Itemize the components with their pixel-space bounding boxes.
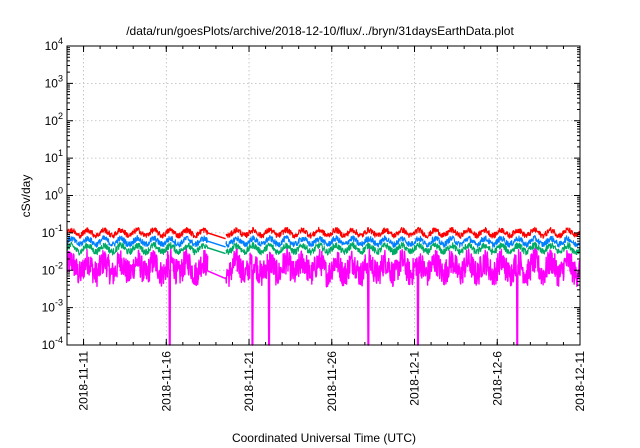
grid (67, 46, 580, 345)
series-line (66, 241, 209, 256)
series-line (66, 235, 209, 248)
y-tick-label: 103 (45, 73, 63, 90)
series-line (225, 241, 581, 256)
x-tick-label: 2018-12-1 (408, 351, 422, 406)
x-axis: 2018-11-11 2018-11-16 2018-11-21 2018-11-26… (66, 46, 587, 412)
series-line (66, 248, 209, 346)
series-line (66, 226, 209, 239)
x-axis-label: Coordinated Universal Time (UTC) (232, 431, 416, 445)
x-tick-label: 2018-12-6 (490, 351, 504, 406)
y-tick-label: 10-3 (42, 298, 63, 315)
y-tick-label: 104 (45, 36, 63, 53)
series-gap-bridge (207, 270, 226, 280)
x-tick-label: 2018-11-16 (159, 351, 173, 412)
series-gap-bridge (207, 247, 226, 255)
y-tick-label: 102 (45, 111, 63, 128)
y-tick-label: 10-1 (42, 223, 63, 240)
y-tick-label: 101 (45, 148, 63, 165)
series-line (225, 226, 581, 239)
y-axis-label: cSv/day (19, 175, 33, 218)
series-line (225, 247, 581, 346)
series-gap-bridge (207, 232, 226, 240)
series-line (225, 235, 581, 248)
y-tick-label: 10-4 (42, 335, 63, 352)
x-tick-label: 2018-11-21 (242, 351, 256, 412)
x-tick-label: 2018-11-26 (325, 351, 339, 412)
chart-title: /data/run/goesPlots/archive/2018-12-10/f… (126, 24, 514, 38)
y-tick-label: 10-2 (42, 260, 63, 277)
x-tick-label: 2018-12-11 (573, 351, 587, 412)
series-gap-bridge (207, 240, 226, 248)
series-layer (66, 226, 581, 346)
y-tick-label: 100 (45, 186, 63, 203)
y-axis: 10-4 10-3 10-2 10-1 100 101 102 103 104 (42, 36, 580, 352)
x-tick-label: 2018-11-11 (77, 351, 91, 411)
